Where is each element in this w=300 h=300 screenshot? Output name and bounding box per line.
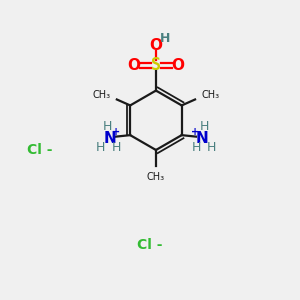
Text: S: S — [151, 56, 161, 74]
Text: +: + — [112, 127, 121, 136]
Text: H: H — [96, 141, 105, 154]
Text: CH₃: CH₃ — [147, 172, 165, 182]
Text: CH₃: CH₃ — [93, 90, 111, 100]
Text: H: H — [191, 141, 201, 154]
Text: Cl -: Cl - — [27, 143, 53, 157]
Text: +: + — [191, 127, 200, 136]
Text: H: H — [111, 141, 121, 154]
Text: H: H — [200, 120, 209, 133]
Text: O: O — [172, 58, 185, 73]
Text: Cl -: Cl - — [137, 238, 163, 252]
Text: N: N — [196, 130, 208, 146]
Text: O: O — [149, 38, 162, 53]
Text: H: H — [207, 141, 216, 154]
Text: N: N — [103, 130, 116, 146]
Text: CH₃: CH₃ — [201, 90, 219, 100]
Text: H: H — [103, 120, 112, 133]
Text: H: H — [160, 32, 171, 45]
Text: O: O — [127, 58, 140, 73]
